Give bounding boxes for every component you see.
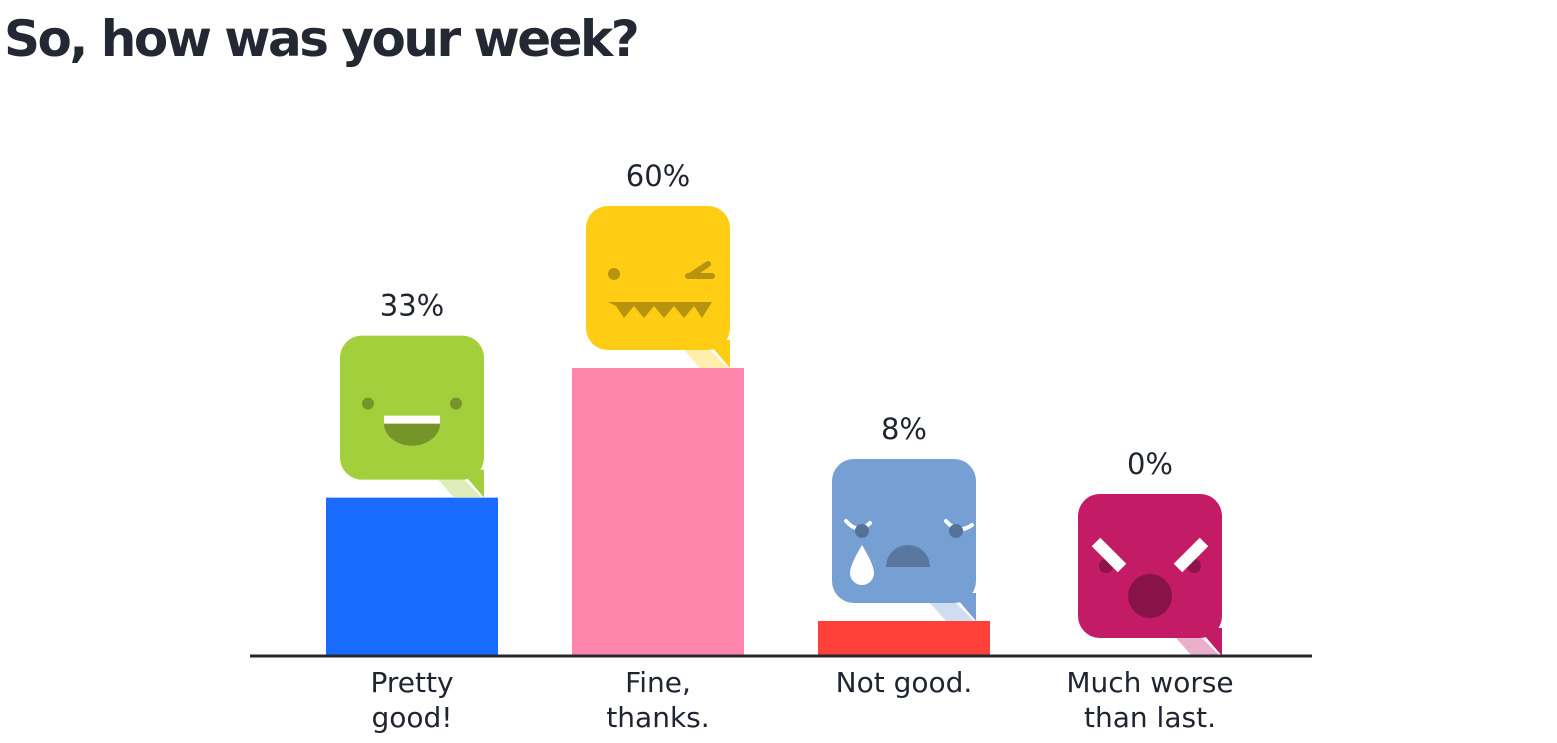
value-label: 0% bbox=[1127, 447, 1173, 481]
bar-1 bbox=[572, 368, 744, 656]
value-label: 8% bbox=[881, 412, 927, 446]
category-label: Much worse than last. bbox=[1066, 666, 1233, 734]
angry-face-icon bbox=[1078, 494, 1222, 656]
category-label: Not good. bbox=[836, 666, 973, 699]
category-label: Fine, thanks. bbox=[606, 666, 709, 734]
value-label: 60% bbox=[626, 159, 690, 193]
happy-face-icon bbox=[340, 335, 484, 498]
winking-face-icon bbox=[586, 206, 730, 369]
category-label: Pretty good! bbox=[370, 666, 453, 734]
bar-0 bbox=[326, 497, 498, 656]
bar-2 bbox=[818, 621, 990, 656]
value-label: 33% bbox=[380, 289, 444, 323]
page-title: So, how was your week? bbox=[4, 10, 640, 68]
crying-face-icon bbox=[832, 459, 976, 621]
